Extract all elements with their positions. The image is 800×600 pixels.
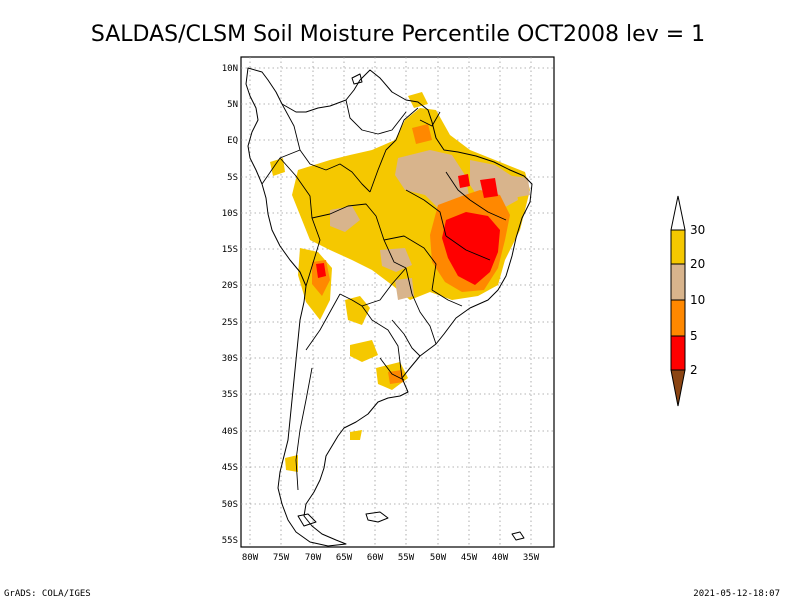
lon-label: 65W (336, 553, 353, 563)
colorbar-bottom-triangle (670, 369, 686, 407)
lon-label: 80W (242, 553, 259, 563)
lat-label: 5S (227, 173, 238, 183)
lat-label: 30S (222, 354, 238, 364)
lon-label: 50W (430, 553, 447, 563)
lon-label: 75W (273, 553, 290, 563)
colorbar-segment-20-30 (670, 229, 686, 265)
footer-credit: GrADS: COLA/IGES (4, 589, 91, 599)
lon-label: 45W (461, 553, 478, 563)
footer-timestamp: 2021-05-12-18:07 (693, 589, 780, 599)
colorbar-label: 20 (690, 257, 705, 271)
colorbar-top-triangle (670, 195, 686, 231)
colorbar-segment-2-5 (670, 335, 686, 371)
lat-label: 10N (222, 64, 238, 74)
lat-label: 15S (222, 245, 238, 255)
lat-label: 40S (222, 427, 238, 437)
lon-label: 40W (492, 553, 509, 563)
colorbar-label: 5 (690, 329, 698, 343)
soil-moisture-shading (270, 92, 530, 472)
colorbar-segment-5-10 (670, 299, 686, 337)
lat-label: 50S (222, 500, 238, 510)
lat-label: EQ (227, 136, 238, 146)
lat-label: 10S (222, 209, 238, 219)
coastlines (245, 67, 533, 547)
lon-label: 55W (398, 553, 415, 563)
colorbar: 30 20 10 5 2 (670, 195, 705, 407)
lon-label: 35W (523, 553, 540, 563)
colorbar-segment-10-20 (670, 263, 686, 301)
colorbar-label: 30 (690, 223, 705, 237)
latitude-labels: 10N 5N EQ 5S 10S 15S 20S 25S 30S 35S 40S… (222, 64, 238, 546)
map-frame (240, 56, 555, 548)
lon-label: 70W (305, 553, 322, 563)
lat-label: 25S (222, 318, 238, 328)
country-borders (261, 99, 507, 491)
lon-label: 60W (367, 553, 384, 563)
colorbar-label: 2 (690, 363, 698, 377)
lat-label: 5N (227, 100, 238, 110)
lat-label: 35S (222, 390, 238, 400)
lat-label: 20S (222, 281, 238, 291)
lat-label: 55S (222, 536, 238, 546)
longitude-labels: 80W 75W 70W 65W 60W 55W 50W 45W 40W 35W (242, 553, 540, 563)
colorbar-label: 10 (690, 293, 705, 307)
lat-label: 45S (222, 463, 238, 473)
map-title: SALDAS/CLSM Soil Moisture Percentile OCT… (91, 22, 705, 47)
